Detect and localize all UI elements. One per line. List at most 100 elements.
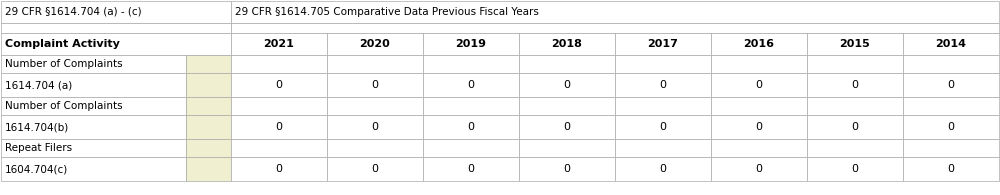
Text: 0: 0 [756, 164, 763, 174]
Bar [327, 55, 423, 73]
Bar [711, 97, 807, 115]
Text: 0: 0 [372, 164, 378, 174]
Text: Repeat Filers: Repeat Filers [5, 143, 72, 153]
Bar [615, 55, 711, 73]
Bar [423, 157, 519, 181]
Bar [615, 115, 711, 139]
Text: 0: 0 [948, 80, 954, 90]
Bar [423, 55, 519, 73]
Bar [807, 157, 903, 181]
Text: 0: 0 [468, 80, 475, 90]
Text: Complaint Activity: Complaint Activity [5, 39, 120, 49]
Bar [1, 139, 186, 157]
Bar [186, 73, 231, 97]
Bar [231, 33, 327, 55]
Bar [519, 139, 615, 157]
Bar [519, 33, 615, 55]
Bar [1, 157, 186, 181]
Bar [327, 73, 423, 97]
Text: 1604.704(c): 1604.704(c) [5, 164, 68, 174]
Bar [327, 115, 423, 139]
Bar [423, 139, 519, 157]
Bar [327, 157, 423, 181]
Text: 0: 0 [564, 122, 570, 132]
Text: 0: 0 [948, 164, 954, 174]
Bar [615, 97, 711, 115]
Text: 0: 0 [276, 80, 283, 90]
Text: 1614.704 (a): 1614.704 (a) [5, 80, 72, 90]
Bar [903, 33, 999, 55]
Bar [711, 115, 807, 139]
Bar [186, 157, 231, 181]
Bar [519, 97, 615, 115]
Text: 0: 0 [276, 164, 283, 174]
Bar [231, 97, 327, 115]
Text: 2014: 2014 [936, 39, 966, 49]
Bar [903, 55, 999, 73]
Text: 0: 0 [468, 164, 475, 174]
Bar [903, 157, 999, 181]
Bar [807, 97, 903, 115]
Text: 0: 0 [756, 80, 763, 90]
Bar [519, 115, 615, 139]
Text: 0: 0 [564, 164, 570, 174]
Text: 1614.704(b): 1614.704(b) [5, 122, 69, 132]
Bar [903, 115, 999, 139]
Text: 2017: 2017 [648, 39, 678, 49]
Bar [1, 55, 186, 73]
Bar [711, 139, 807, 157]
Text: 0: 0 [372, 122, 378, 132]
Text: Number of Complaints: Number of Complaints [5, 101, 123, 111]
Bar [423, 33, 519, 55]
Text: 2021: 2021 [264, 39, 294, 49]
Bar [186, 139, 231, 157]
Bar [1, 1, 231, 23]
Bar [903, 139, 999, 157]
Bar [711, 33, 807, 55]
Bar [327, 139, 423, 157]
Bar [615, 33, 711, 55]
Text: 0: 0 [660, 122, 666, 132]
Text: 0: 0 [852, 80, 858, 90]
Bar [519, 55, 615, 73]
Bar [231, 157, 327, 181]
Bar [903, 73, 999, 97]
Bar [327, 33, 423, 55]
Bar [231, 73, 327, 97]
Text: 2019: 2019 [456, 39, 486, 49]
Bar [231, 23, 999, 33]
Bar [1, 115, 186, 139]
Bar [711, 55, 807, 73]
Text: 0: 0 [660, 80, 666, 90]
Text: 0: 0 [756, 122, 763, 132]
Bar [423, 97, 519, 115]
Bar [807, 73, 903, 97]
Bar [519, 73, 615, 97]
Text: 0: 0 [468, 122, 475, 132]
Bar [903, 97, 999, 115]
Text: 0: 0 [948, 122, 954, 132]
Bar [807, 115, 903, 139]
Text: 0: 0 [660, 164, 666, 174]
Bar [186, 97, 231, 115]
Bar [615, 157, 711, 181]
Text: 29 CFR §1614.704 (a) - (c): 29 CFR §1614.704 (a) - (c) [5, 7, 142, 17]
Bar [327, 97, 423, 115]
Bar [711, 157, 807, 181]
Text: 2016: 2016 [744, 39, 774, 49]
Bar [711, 73, 807, 97]
Bar [807, 33, 903, 55]
Bar [231, 1, 999, 23]
Bar [1, 23, 231, 33]
Bar [186, 115, 231, 139]
Bar [519, 157, 615, 181]
Text: 2020: 2020 [360, 39, 390, 49]
Bar [807, 139, 903, 157]
Text: 0: 0 [372, 80, 378, 90]
Bar [615, 139, 711, 157]
Bar [231, 115, 327, 139]
Bar [186, 55, 231, 73]
Bar [231, 55, 327, 73]
Bar [1, 33, 231, 55]
Text: 2015: 2015 [840, 39, 870, 49]
